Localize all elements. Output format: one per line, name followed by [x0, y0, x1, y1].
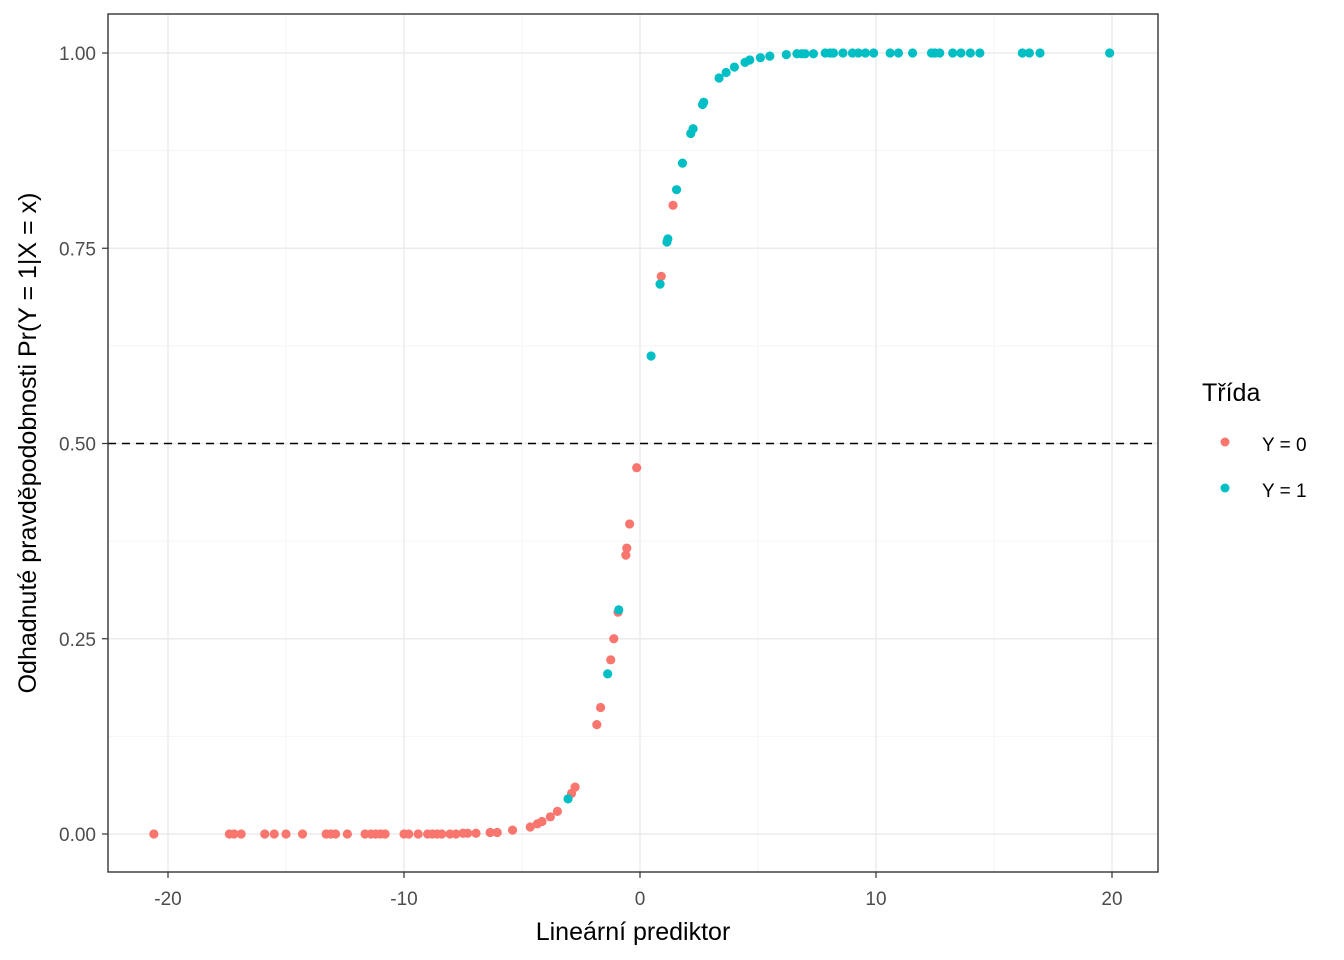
data-point-y0: [552, 806, 563, 816]
data-point-y1: [714, 73, 724, 83]
data-point-y0: [229, 829, 239, 839]
x-axis: -20 -10 0 10 20: [154, 872, 1123, 910]
y-tick-label: 0.00: [59, 825, 96, 846]
data-point-y0: [656, 271, 666, 281]
data-point-y0: [380, 829, 390, 839]
y-tick-label: 1.00: [59, 44, 96, 65]
y-tick-label: 0.25: [59, 630, 96, 651]
data-point-y0: [485, 827, 495, 838]
data-point-y1: [907, 48, 918, 58]
data-point-y1: [893, 48, 904, 58]
data-point-y1: [646, 351, 656, 361]
data-point-y0: [236, 829, 246, 839]
data-point-y1: [885, 48, 895, 58]
legend: Třída Y = 0 Y = 1: [1202, 379, 1307, 502]
data-point-y0: [471, 828, 481, 838]
data-point-y1: [1024, 48, 1034, 58]
data-point-y1: [614, 605, 624, 615]
data-point-y1: [1105, 48, 1115, 58]
data-point-y0: [507, 825, 518, 835]
data-point-y1: [965, 48, 976, 58]
data-point-y1: [721, 67, 731, 78]
legend-key-y1: [1220, 483, 1230, 493]
x-tick-label: 20: [1101, 889, 1122, 910]
data-point-y1: [655, 279, 665, 289]
y-axis-title: Odhadnuté pravděpodobnosti Pr(Y = 1|X = …: [14, 193, 42, 694]
data-point-y0: [413, 829, 423, 839]
data-point-y0: [437, 829, 447, 839]
data-point-y1: [975, 48, 985, 58]
data-point-y0: [570, 782, 580, 792]
data-point-y1: [603, 669, 613, 679]
data-point-y0: [260, 829, 270, 839]
x-tick-label: 0: [635, 889, 646, 910]
x-tick-label: 10: [865, 889, 886, 910]
data-point-y0: [537, 816, 547, 827]
data-point-y1: [853, 48, 863, 58]
legend-key-y0: [1220, 437, 1230, 447]
data-point-y0: [668, 200, 678, 210]
data-point-y0: [330, 829, 341, 839]
data-point-y0: [609, 634, 619, 644]
data-point-y1: [935, 48, 945, 58]
data-point-y0: [451, 829, 461, 839]
data-point-y1: [838, 48, 848, 58]
data-point-y1: [1017, 48, 1027, 58]
data-point-y1: [745, 55, 755, 65]
data-point-y0: [297, 829, 308, 839]
data-point-y1: [765, 51, 775, 61]
data-point-y0: [525, 822, 535, 832]
data-point-y0: [269, 829, 279, 839]
data-point-y1: [563, 794, 573, 804]
legend-label-y0: Y = 0: [1262, 435, 1307, 456]
data-point-y0: [621, 550, 631, 560]
data-point-y0: [545, 812, 555, 822]
data-point-y1: [869, 48, 879, 58]
data-point-y1: [755, 53, 765, 63]
data-point-y0: [595, 702, 606, 713]
points: [149, 48, 1115, 839]
data-point-y1: [688, 124, 698, 134]
x-tick-label: -10: [390, 889, 417, 910]
data-point-y0: [592, 720, 602, 730]
data-point-y0: [622, 543, 632, 553]
data-point-y1: [828, 48, 839, 58]
data-point-y1: [800, 49, 810, 59]
data-point-y1: [671, 185, 682, 195]
data-point-y1: [663, 234, 673, 244]
y-tick-label: 0.75: [59, 239, 96, 260]
data-point-y0: [281, 829, 291, 839]
data-point-y1: [677, 158, 688, 168]
legend-title: Třída: [1202, 379, 1260, 407]
data-point-y1: [781, 49, 791, 60]
data-point-y0: [149, 829, 159, 839]
y-tick-label: 0.50: [59, 435, 96, 456]
data-point-y0: [632, 463, 642, 473]
data-point-y0: [606, 655, 616, 665]
data-point-y0: [342, 829, 352, 839]
x-tick-label: -20: [154, 889, 181, 910]
data-point-y1: [860, 48, 870, 58]
data-point-y1: [729, 62, 740, 72]
data-point-y0: [404, 829, 414, 839]
grid: [108, 14, 1158, 872]
data-point-y1: [948, 48, 958, 58]
data-point-y1: [699, 97, 709, 107]
data-point-y0: [463, 828, 473, 838]
data-point-y1: [1035, 48, 1045, 58]
data-point-y0: [625, 519, 635, 529]
data-point-y1: [808, 49, 819, 59]
x-axis-title: Lineární prediktor: [536, 918, 731, 946]
legend-label-y1: Y = 1: [1262, 481, 1307, 502]
data-point-y1: [956, 48, 966, 58]
data-point-y0: [492, 827, 502, 838]
y-axis: 0.00 0.25 0.50 0.75 1.00: [59, 44, 108, 846]
